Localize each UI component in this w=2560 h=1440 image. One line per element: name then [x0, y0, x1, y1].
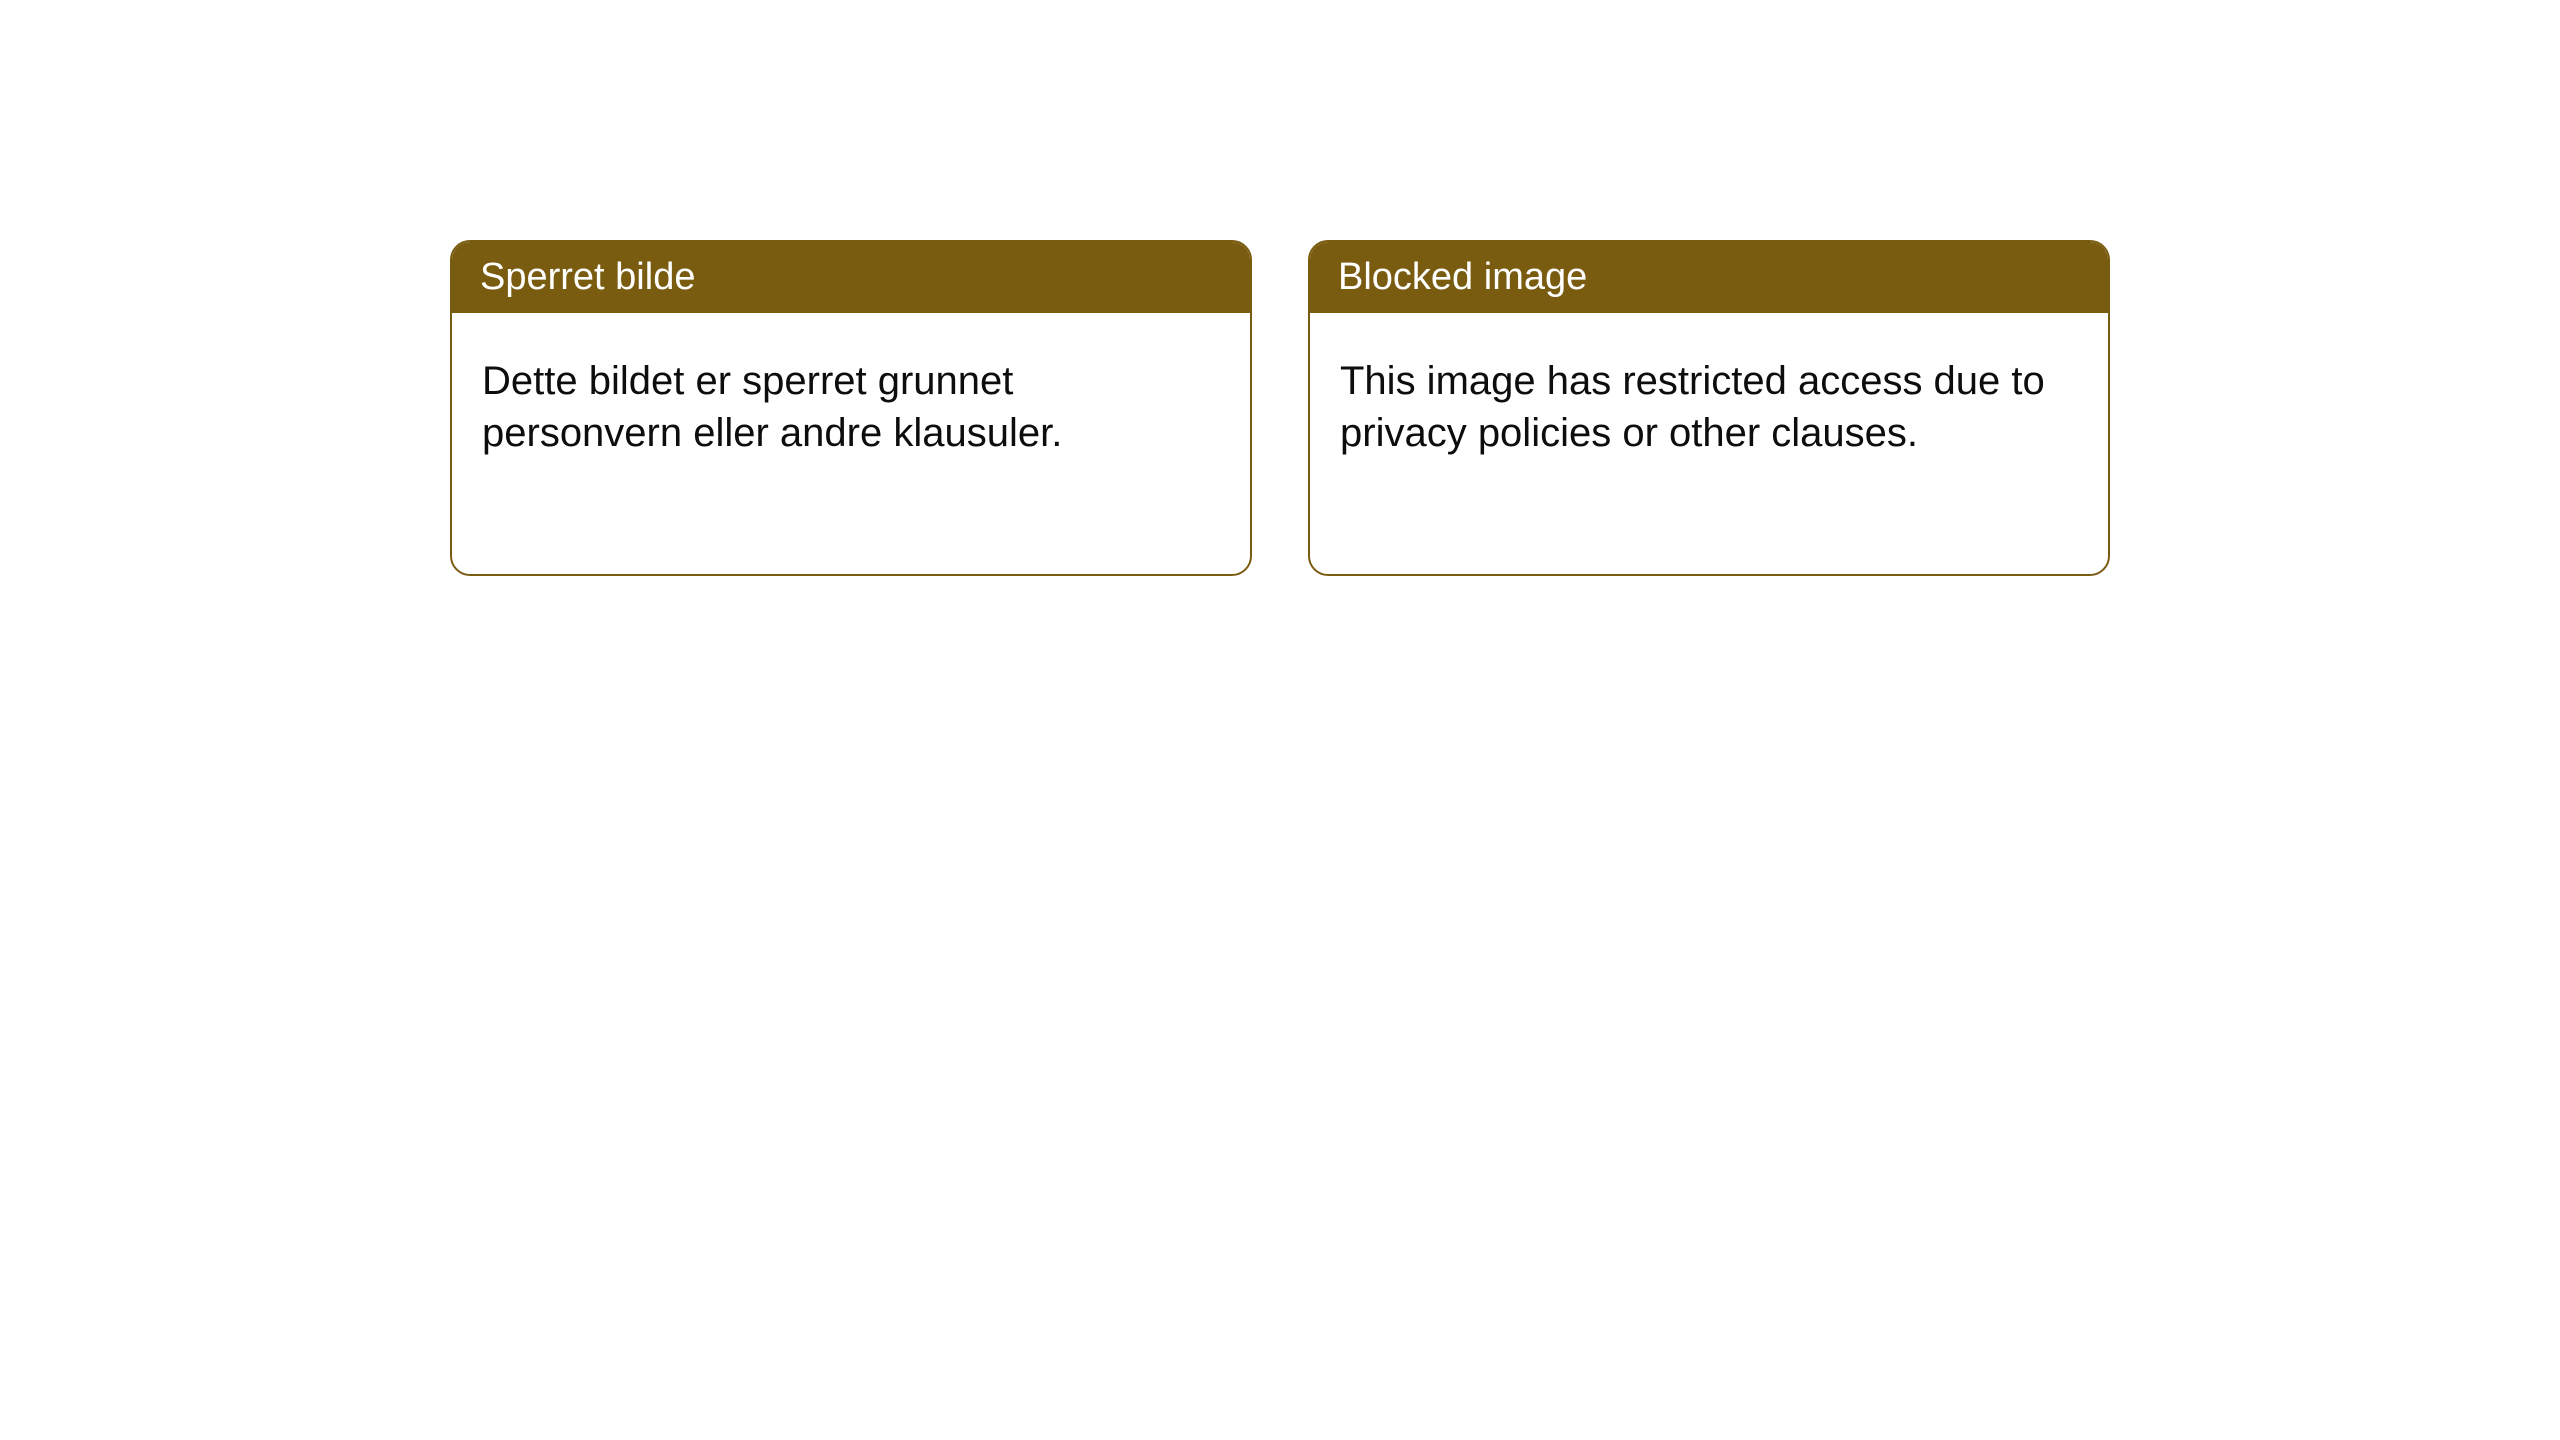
- notice-title: Sperret bilde: [480, 256, 695, 298]
- notice-card-norwegian: Sperret bilde Dette bildet er sperret gr…: [450, 240, 1252, 576]
- notice-header: Sperret bilde: [452, 242, 1250, 313]
- notice-header: Blocked image: [1310, 242, 2108, 313]
- notice-card-english: Blocked image This image has restricted …: [1308, 240, 2110, 576]
- notice-text: Dette bildet er sperret grunnet personve…: [482, 359, 1062, 455]
- notice-body: Dette bildet er sperret grunnet personve…: [452, 313, 1250, 501]
- notice-text: This image has restricted access due to …: [1340, 359, 2045, 455]
- notice-title: Blocked image: [1338, 256, 1587, 298]
- notice-body: This image has restricted access due to …: [1310, 313, 2108, 501]
- notice-container: Sperret bilde Dette bildet er sperret gr…: [450, 240, 2110, 576]
